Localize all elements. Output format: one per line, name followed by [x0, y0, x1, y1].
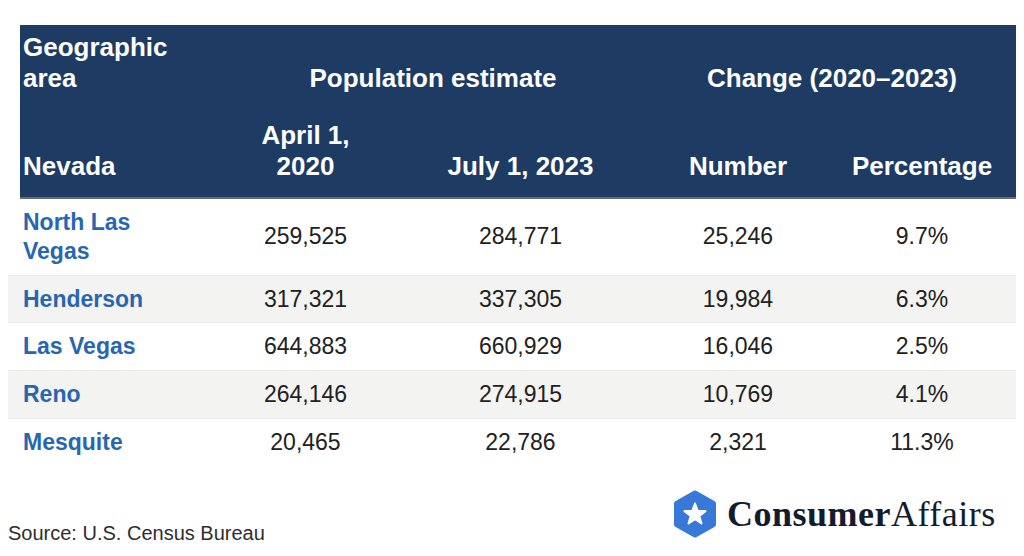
logo-consumer: Consumer — [727, 494, 891, 534]
header-percentage: Percentage — [828, 151, 1016, 183]
pop-april-2020: 259,525 — [218, 213, 393, 260]
change-number: 25,246 — [648, 213, 828, 260]
change-number: 19,984 — [648, 276, 828, 323]
pop-april-2020: 20,465 — [218, 419, 393, 466]
city-cell: North Las Vegas — [8, 199, 218, 275]
population-table: Geographic area Population estimate Chan… — [8, 25, 1016, 466]
pop-july-2023: 660,929 — [393, 323, 648, 370]
table-row: Las Vegas 644,883660,92916,0462.5% — [8, 323, 1016, 370]
city-link[interactable]: Mesquite — [23, 429, 123, 455]
change-number: 16,046 — [648, 323, 828, 370]
logo-affairs: Affairs — [891, 494, 996, 534]
source-note: Source: U.S. Census Bureau — [8, 522, 265, 545]
city-link[interactable]: North Las Vegas — [23, 209, 130, 264]
table-row: Mesquite 20,46522,7862,32111.3% — [8, 419, 1016, 466]
star-hexagon-icon — [673, 490, 717, 538]
table-row: Reno 264,146274,91510,7694.1% — [8, 370, 1016, 419]
table-row: Henderson 317,321337,30519,9846.3% — [8, 275, 1016, 324]
consumeraffairs-logo[interactable]: ConsumerAffairs — [673, 490, 996, 538]
header-state-nevada: Nevada — [20, 151, 218, 183]
change-percentage: 9.7% — [828, 213, 1016, 260]
pop-april-2020: 264,146 — [218, 371, 393, 418]
table-header: Geographic area Population estimate Chan… — [20, 25, 1016, 199]
change-number: 2,321 — [648, 419, 828, 466]
header-geographic-area: Geographic area — [20, 32, 190, 95]
change-percentage: 6.3% — [828, 276, 1016, 323]
city-link[interactable]: Las Vegas — [23, 333, 136, 359]
city-cell: Reno — [8, 371, 218, 418]
change-percentage: 11.3% — [828, 419, 1016, 466]
pop-july-2023: 284,771 — [393, 213, 648, 260]
pop-april-2020: 317,321 — [218, 276, 393, 323]
header-april-1-2020: April 1, 2020 — [218, 120, 393, 183]
city-cell: Las Vegas — [8, 323, 218, 370]
pop-july-2023: 274,915 — [393, 371, 648, 418]
table-header-grid: Geographic area Population estimate Chan… — [20, 25, 1016, 197]
header-change-2020-2023: Change (2020–2023) — [648, 63, 1016, 95]
table-row: North Las Vegas 259,525284,77125,2469.7% — [8, 199, 1016, 275]
header-population-estimate: Population estimate — [218, 63, 648, 95]
city-cell: Mesquite — [8, 419, 218, 466]
city-cell: Henderson — [8, 276, 218, 323]
change-percentage: 4.1% — [828, 371, 1016, 418]
table-body: North Las Vegas 259,525284,77125,2469.7% H… — [8, 199, 1016, 466]
city-link[interactable]: Henderson — [23, 286, 143, 312]
pop-july-2023: 22,786 — [393, 419, 648, 466]
header-number: Number — [648, 151, 828, 183]
city-link[interactable]: Reno — [23, 381, 81, 407]
pop-july-2023: 337,305 — [393, 276, 648, 323]
header-july-1-2023: July 1, 2023 — [393, 151, 648, 183]
change-percentage: 2.5% — [828, 323, 1016, 370]
pop-april-2020: 644,883 — [218, 323, 393, 370]
logo-wordmark: ConsumerAffairs — [727, 496, 996, 532]
page: Geographic area Population estimate Chan… — [0, 0, 1024, 556]
change-number: 10,769 — [648, 371, 828, 418]
